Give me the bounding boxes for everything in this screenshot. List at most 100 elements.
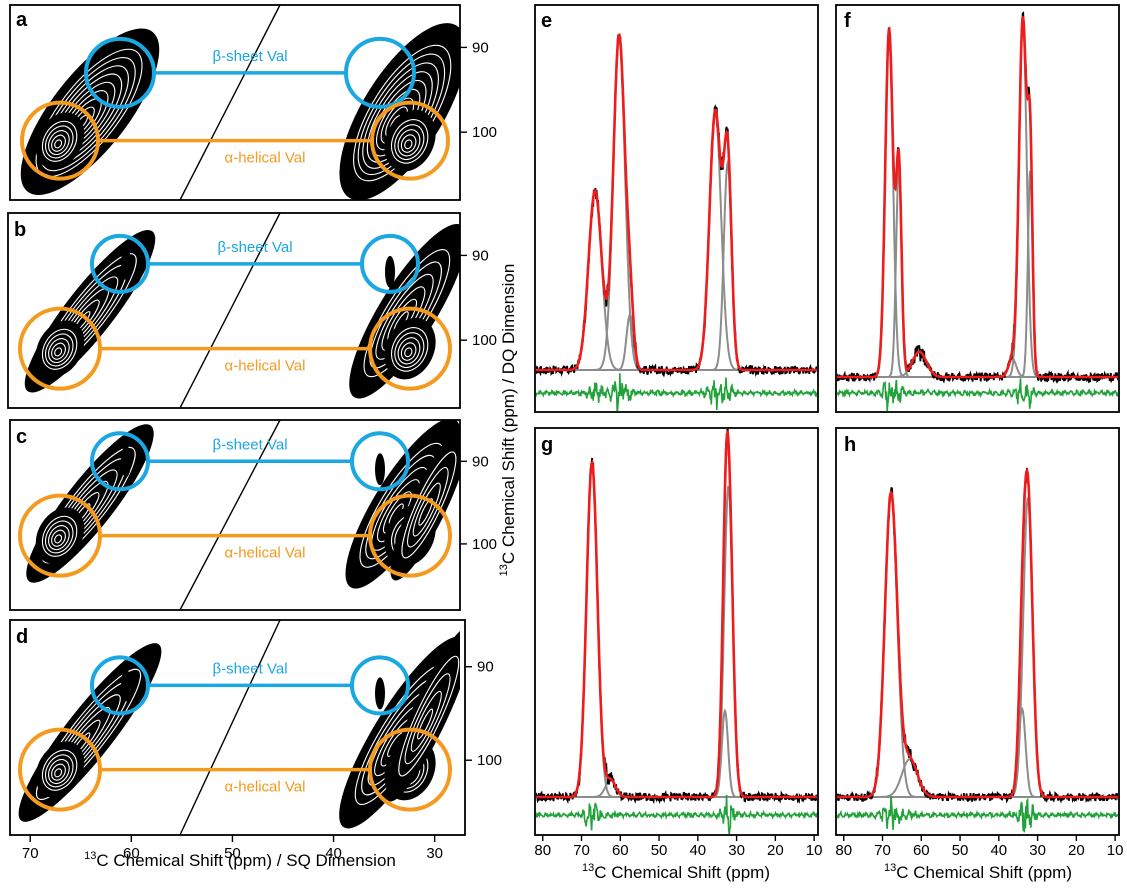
contour-crosspeak	[375, 677, 385, 710]
contour-crosspeak	[375, 453, 385, 486]
contour-line	[54, 139, 63, 149]
panel-letter: b	[14, 219, 26, 241]
beta-circle-right	[360, 233, 420, 294]
axis-title-superscript: 13	[84, 850, 96, 862]
fit-sum	[837, 467, 1118, 799]
contour-crosspeak	[121, 445, 131, 478]
contour-line	[44, 125, 74, 159]
ppm-tick-label: 40	[990, 842, 1007, 859]
contour-line	[41, 515, 78, 557]
panel-letter: c	[16, 426, 27, 448]
beta-circle-right	[344, 36, 416, 109]
panel-f: f	[835, 4, 1120, 413]
axis-title-text: C Chemical Shift (ppm) / DQ Dimension	[499, 264, 518, 564]
axis-title-superscript: 13	[582, 862, 594, 874]
ppm-tick-label: 80	[534, 842, 551, 859]
axis-title-text: C Chemical Shift (ppm) / SQ Dimension	[96, 851, 395, 870]
dq-tick-label: 90	[472, 39, 489, 56]
dq-tick-label: 100	[477, 752, 502, 769]
contour-line	[35, 668, 142, 801]
panel-c: β-sheet Val α-helical Val 90 100 c	[9, 419, 497, 611]
panel-h: h	[835, 427, 1120, 836]
diagonal-line	[179, 212, 281, 409]
contour-line	[54, 768, 63, 778]
ppm-tick-label: 20	[767, 842, 784, 859]
alpha-circle-left	[18, 306, 102, 391]
spectrum-plot	[536, 429, 817, 834]
contour-line	[397, 337, 421, 365]
contour-plot: β-sheet Val α-helical Val 90 100	[20, 4, 497, 201]
panel-b: β-sheet Val α-helical Val 90 100 b	[7, 212, 497, 409]
contour-peak	[35, 320, 85, 377]
sq-x-axis-title: 13C Chemical Shift (ppm) / SQ Dimension	[84, 850, 396, 870]
beta-circle-left	[90, 233, 150, 294]
contour-peak	[35, 507, 85, 564]
contour-peak	[384, 109, 436, 172]
contour-fill	[385, 625, 460, 802]
ppm-tick-label: 50	[952, 842, 969, 859]
dq-tick-label: 90	[477, 659, 494, 676]
contour-line	[404, 673, 451, 765]
contour-line	[51, 529, 66, 547]
alpha-circle-left	[18, 493, 102, 578]
contour-line	[44, 754, 74, 788]
panel-frame	[835, 4, 1120, 413]
residual-trace	[837, 796, 1118, 833]
panel-letter: f	[844, 10, 851, 32]
alpha-circle-left	[20, 100, 100, 181]
diagonal-line	[179, 419, 281, 611]
ppm-tick-label: 30	[728, 842, 745, 859]
contour-line	[412, 482, 441, 537]
contour-peak	[35, 112, 85, 169]
contour-body	[24, 223, 460, 399]
ppm-tick-label: 10	[1107, 842, 1124, 859]
dq-tick-label: 90	[472, 247, 489, 264]
right-x-axes: 80 70 60 50 40 30 20 10 80 70 60 50 40 30 20 10	[534, 835, 1123, 859]
contour-plot: β-sheet Val α-helical Val 90 100	[18, 419, 497, 611]
axis-title-superscript: 13	[498, 564, 510, 576]
beta-sheet-label: β-sheet Val	[212, 436, 287, 453]
residual-trace	[536, 794, 817, 834]
sq-tick-label: 40	[325, 845, 342, 862]
alpha-circle-left	[18, 727, 102, 812]
contour-line	[41, 328, 78, 370]
contour-line	[404, 347, 413, 358]
axis-title-superscript: 13	[884, 862, 896, 874]
alpha-circle-right	[368, 727, 452, 812]
beta-sheet-label: β-sheet Val	[212, 660, 287, 677]
ppm-tick-label: 60	[612, 842, 629, 859]
contour-line	[410, 690, 442, 752]
contour-plot: β-sheet Val α-helical Val 90 100	[18, 212, 497, 409]
contour-line	[398, 655, 460, 777]
ppm-tick-label: 10	[806, 842, 823, 859]
dq-tick-label: 100	[472, 536, 497, 553]
ppm-tick-label: 50	[651, 842, 668, 859]
contour-line	[54, 534, 63, 544]
spectrum-plot	[536, 32, 817, 411]
panel-d: β-sheet Val α-helical Val 90 100 d	[9, 619, 502, 836]
spectrum-x-axis-title-left: 13C Chemical Shift (ppm)	[582, 862, 770, 882]
panel-letter: a	[16, 9, 28, 31]
contour-line	[48, 525, 70, 551]
ppm-tick-label: 60	[913, 842, 930, 859]
spectrum-plot	[837, 11, 1118, 411]
axis-title-text: C Chemical Shift (ppm)	[594, 863, 770, 882]
spectrum-plot	[837, 467, 1118, 833]
ppm-tick-label: 80	[835, 842, 852, 859]
ppm-tick-label: 70	[573, 842, 590, 859]
fit-sum	[837, 15, 1118, 379]
beta-sheet-label: β-sheet Val	[217, 239, 292, 256]
alpha-helical-label: α-helical Val	[225, 545, 306, 562]
contour-line	[407, 466, 449, 548]
panel-g: g	[534, 427, 819, 836]
panel-letter: d	[16, 626, 28, 648]
ppm-tick-label: 70	[874, 842, 891, 859]
contour-line	[51, 342, 66, 360]
contour-fill	[349, 223, 460, 399]
contour-plot: β-sheet Val α-helical Val 90 100	[18, 619, 502, 836]
contour-line	[48, 758, 70, 785]
contour-crosspeak	[121, 247, 131, 280]
contour-fill	[339, 23, 460, 200]
contour-peak	[35, 741, 85, 798]
